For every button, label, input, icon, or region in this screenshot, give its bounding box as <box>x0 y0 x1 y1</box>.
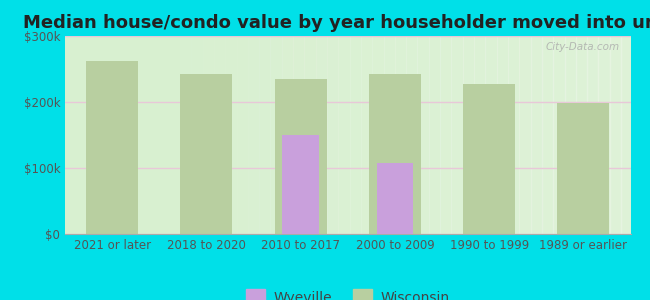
Bar <box>169 36 180 234</box>
Bar <box>384 36 395 234</box>
Bar <box>146 36 157 234</box>
Bar <box>451 36 463 234</box>
Bar <box>599 36 610 234</box>
Bar <box>214 36 226 234</box>
Bar <box>632 36 643 234</box>
Bar <box>135 36 146 234</box>
Bar <box>564 36 576 234</box>
Bar <box>369 74 421 234</box>
Bar <box>283 135 318 234</box>
Bar <box>293 36 304 234</box>
Bar <box>203 36 214 234</box>
Bar <box>429 36 440 234</box>
Bar <box>237 36 248 234</box>
Bar <box>281 36 293 234</box>
Bar <box>587 36 599 234</box>
Bar <box>350 36 361 234</box>
Legend: Wyeville, Wisconsin: Wyeville, Wisconsin <box>240 285 456 300</box>
Bar <box>372 36 384 234</box>
Title: Median house/condo value by year householder moved into unit: Median house/condo value by year househo… <box>23 14 650 32</box>
Bar <box>248 36 259 234</box>
Bar <box>508 36 519 234</box>
Bar <box>86 61 138 234</box>
Bar <box>621 36 632 234</box>
Bar <box>361 36 372 234</box>
Bar <box>180 36 191 234</box>
Bar <box>486 36 497 234</box>
Bar <box>519 36 530 234</box>
Bar <box>440 36 451 234</box>
Bar <box>191 36 203 234</box>
Bar <box>225 36 237 234</box>
Bar <box>553 36 564 234</box>
Bar <box>576 36 587 234</box>
Bar <box>558 103 609 234</box>
Bar <box>530 36 542 234</box>
Bar <box>474 36 486 234</box>
Bar <box>181 74 232 234</box>
Bar <box>377 164 413 234</box>
Bar <box>316 36 327 234</box>
Bar <box>112 36 124 234</box>
Bar <box>270 36 282 234</box>
Bar <box>275 79 326 234</box>
Bar <box>497 36 508 234</box>
Text: City-Data.com: City-Data.com <box>545 42 619 52</box>
Bar <box>304 36 316 234</box>
Bar <box>644 36 650 234</box>
Bar <box>157 36 169 234</box>
Bar <box>542 36 553 234</box>
Bar <box>463 36 474 234</box>
Bar <box>338 36 350 234</box>
Bar <box>327 36 338 234</box>
Bar <box>417 36 429 234</box>
Bar <box>610 36 621 234</box>
Bar <box>259 36 270 234</box>
Bar <box>463 83 515 234</box>
Bar <box>124 36 135 234</box>
Bar <box>406 36 417 234</box>
Bar <box>395 36 406 234</box>
